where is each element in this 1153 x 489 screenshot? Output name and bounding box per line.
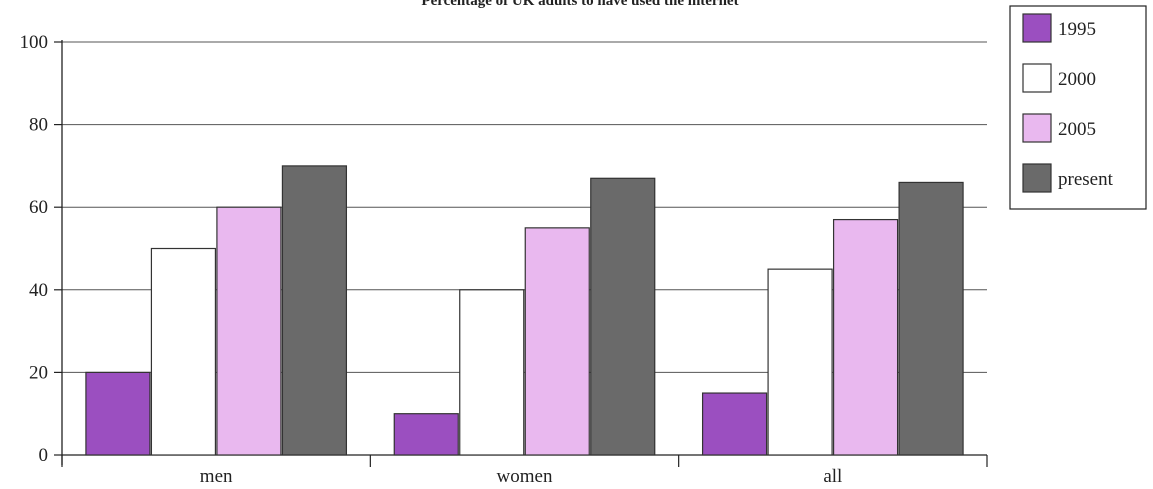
bar-present-men	[281, 165, 348, 456]
bar-2005-men	[216, 206, 282, 456]
legend-swatch-2000	[1022, 63, 1052, 93]
legend-swatch-2005	[1022, 113, 1052, 143]
x-category-label: all	[823, 466, 842, 487]
bar-2000-men	[150, 247, 217, 456]
legend-label-2000: 2000	[1058, 69, 1096, 90]
y-tick-label: 100	[20, 32, 49, 53]
y-tick-label: 0	[39, 445, 49, 466]
legend-label-1995: 1995	[1058, 19, 1096, 40]
legend-label-present: present	[1058, 169, 1114, 190]
legend-swatch-1995	[1022, 13, 1052, 43]
bar-present-all	[898, 181, 964, 456]
x-category-label: women	[497, 466, 553, 487]
legend-swatch-present	[1022, 163, 1052, 193]
bar-present-women	[590, 177, 656, 456]
bar-1995-men	[85, 371, 151, 456]
y-tick-label: 20	[29, 362, 48, 383]
bar-1995-women	[393, 413, 459, 456]
y-tick-label: 80	[29, 115, 48, 136]
bar-2005-women	[524, 227, 590, 456]
y-tick-label: 40	[29, 280, 48, 301]
x-category-label: men	[200, 466, 233, 487]
bar-2000-all	[767, 268, 833, 456]
bar-2005-all	[832, 218, 899, 456]
legend-label-2005: 2005	[1058, 119, 1096, 140]
y-tick-label: 60	[29, 197, 48, 218]
bar-2000-women	[459, 289, 525, 456]
bar-1995-all	[701, 392, 768, 456]
chart-title: Percentage of UK adults to have used the…	[421, 0, 739, 9]
